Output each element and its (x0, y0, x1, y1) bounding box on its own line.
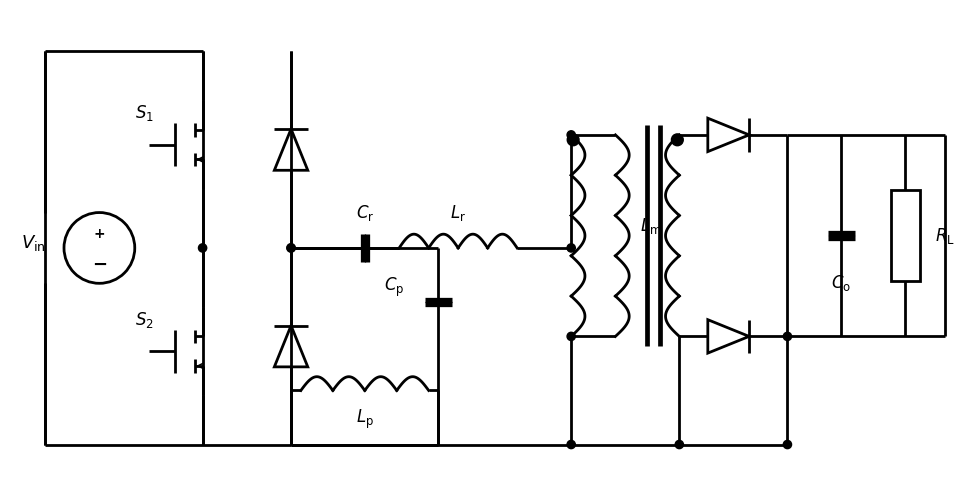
Text: $L_{\rm m}$: $L_{\rm m}$ (639, 216, 661, 236)
Circle shape (286, 244, 295, 252)
Circle shape (566, 244, 575, 252)
Circle shape (782, 332, 791, 341)
Text: $L_{\rm r}$: $L_{\rm r}$ (450, 203, 466, 224)
Text: $L_{\rm p}$: $L_{\rm p}$ (356, 408, 374, 431)
Circle shape (675, 440, 682, 448)
Text: $C_{\rm p}$: $C_{\rm p}$ (383, 276, 404, 299)
Text: $C_{\rm o}$: $C_{\rm o}$ (830, 273, 850, 293)
Text: $S_2$: $S_2$ (135, 310, 154, 330)
Bar (890, 190, 919, 281)
Circle shape (671, 134, 682, 146)
Text: $R_{\rm L}$: $R_{\rm L}$ (934, 225, 953, 245)
Text: $C_{\rm r}$: $C_{\rm r}$ (356, 203, 374, 224)
Circle shape (566, 131, 575, 139)
Text: −: − (91, 256, 107, 274)
Text: $V_{\rm in}$: $V_{\rm in}$ (20, 233, 45, 253)
Text: $S_1$: $S_1$ (135, 103, 154, 123)
Circle shape (198, 244, 207, 252)
Circle shape (566, 440, 575, 448)
Circle shape (567, 134, 579, 146)
Text: +: + (93, 227, 105, 241)
Circle shape (782, 440, 791, 448)
Circle shape (286, 244, 295, 252)
Circle shape (566, 332, 575, 341)
